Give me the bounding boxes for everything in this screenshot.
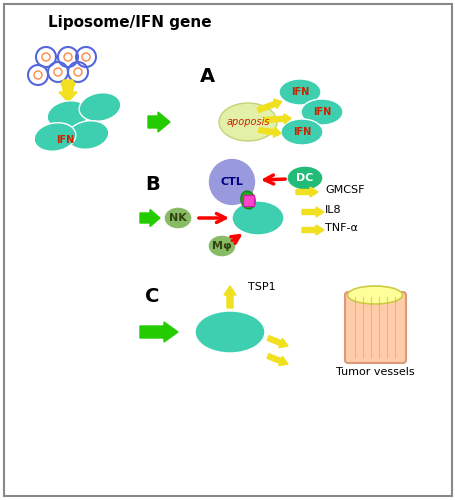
Text: Tumor vessels: Tumor vessels [335,367,414,377]
Ellipse shape [300,99,342,125]
FancyArrow shape [140,322,177,342]
Ellipse shape [286,166,322,190]
FancyBboxPatch shape [243,195,253,206]
Circle shape [207,158,255,206]
FancyArrow shape [258,128,280,138]
Text: CTL: CTL [220,177,243,187]
Text: NK: NK [169,213,187,223]
Text: Liposome/IFN gene: Liposome/IFN gene [48,14,212,30]
Text: Mφ: Mφ [212,241,231,251]
Ellipse shape [347,286,402,304]
Text: IFN: IFN [292,127,310,137]
Ellipse shape [280,119,322,145]
FancyArrow shape [295,187,317,197]
Text: DC: DC [296,173,313,183]
Ellipse shape [218,103,276,141]
Text: IFN: IFN [56,135,74,145]
FancyArrow shape [267,336,288,347]
Text: apoposis: apoposis [226,117,269,127]
FancyArrow shape [223,286,236,308]
FancyArrow shape [257,99,281,112]
FancyArrow shape [263,114,291,124]
Ellipse shape [240,191,255,209]
Ellipse shape [34,122,76,152]
Ellipse shape [164,207,192,229]
Text: C: C [145,287,159,306]
FancyArrow shape [148,112,170,132]
Text: TNF-α: TNF-α [324,223,357,233]
FancyArrow shape [59,80,77,102]
Ellipse shape [195,311,264,353]
Text: IFN: IFN [312,107,330,117]
Text: GMCSF: GMCSF [324,185,364,195]
FancyBboxPatch shape [4,4,451,496]
Ellipse shape [79,92,121,122]
Ellipse shape [278,79,320,105]
Text: A: A [200,67,215,86]
FancyArrow shape [140,210,160,226]
Ellipse shape [47,100,89,130]
FancyArrow shape [301,225,324,235]
FancyArrow shape [301,207,324,217]
Text: B: B [145,175,159,194]
FancyArrow shape [267,354,288,366]
FancyBboxPatch shape [344,292,405,363]
Text: TSP1: TSP1 [248,282,275,292]
Text: IFN: IFN [290,87,308,97]
Ellipse shape [67,120,109,150]
Text: IL8: IL8 [324,205,341,215]
Ellipse shape [207,235,236,257]
Ellipse shape [232,201,283,235]
